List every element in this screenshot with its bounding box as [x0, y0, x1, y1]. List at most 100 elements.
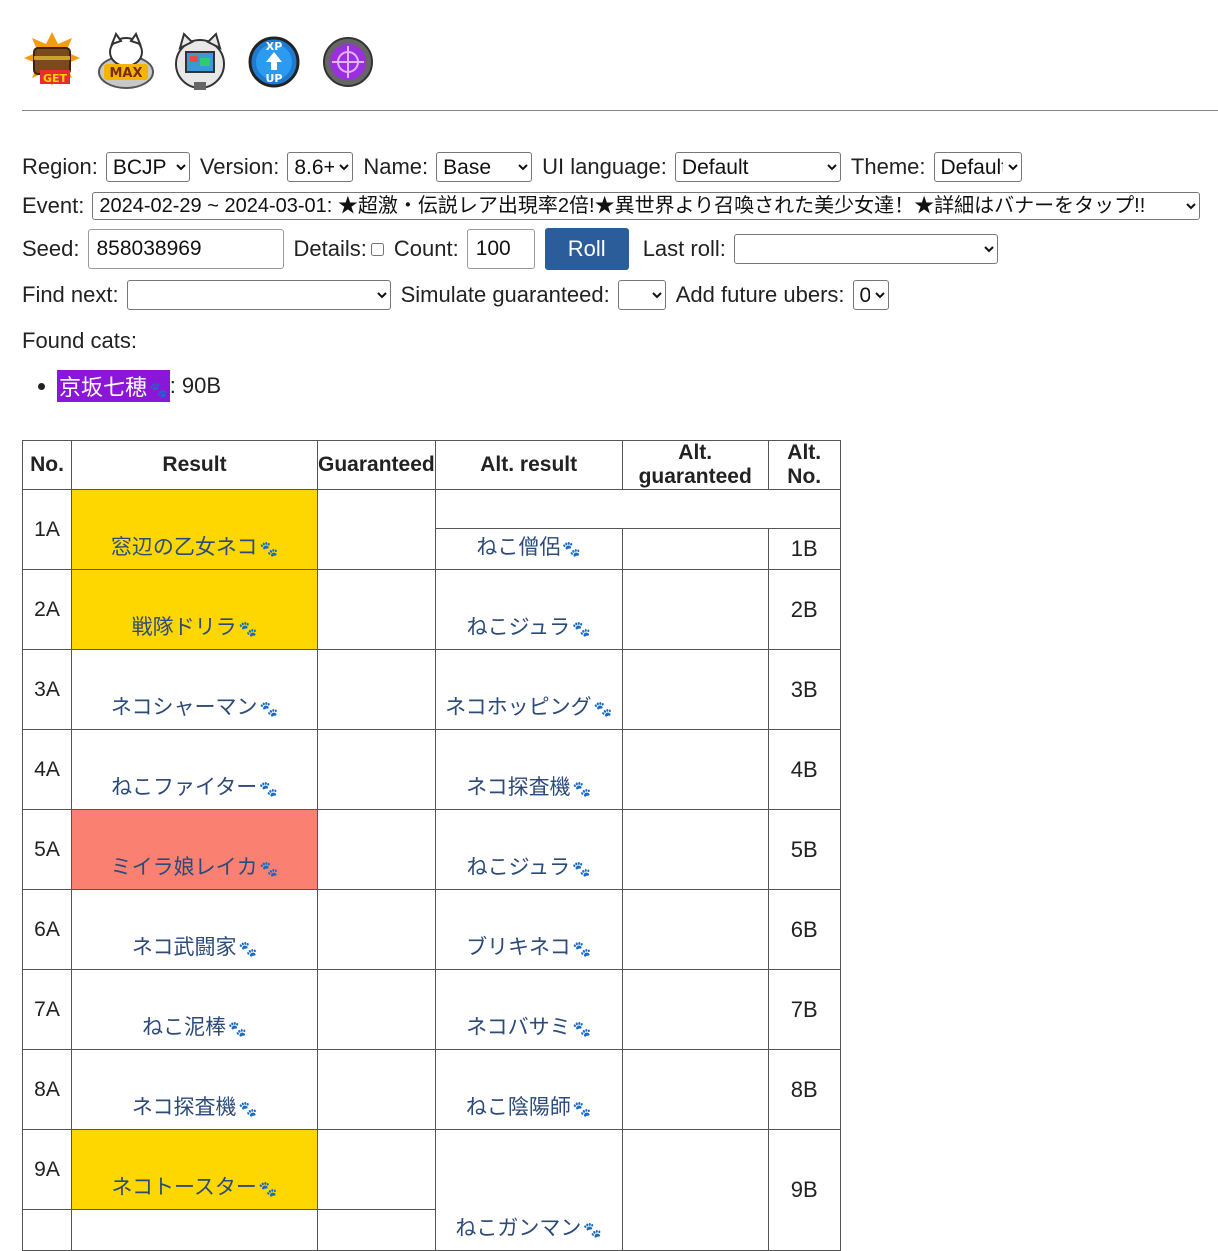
alt-guaranteed-cell	[621, 1049, 769, 1130]
guaranteed-cell	[317, 889, 436, 970]
count-input[interactable]	[466, 229, 535, 269]
roll-table: No. Result Guaranteed Alt. result Alt. g…	[22, 440, 841, 1251]
version-select[interactable]: 8.6+	[287, 152, 354, 182]
alt-guaranteed-cell	[621, 969, 769, 1050]
cat-name-link: ネコホッピング 🐾	[445, 696, 613, 719]
result-cell[interactable]: ねこ泥棒 🐾	[71, 969, 318, 1050]
paw-icon: 🐾	[258, 1181, 278, 1198]
guaranteed-cell	[317, 969, 436, 1050]
result-cell[interactable]: ネコ探査機 🐾	[71, 1049, 318, 1130]
row-number: 2A	[22, 569, 72, 650]
alt-result-cell[interactable]: ネコホッピング 🐾	[434, 649, 623, 730]
future-ubers-label: Add future ubers:	[675, 282, 845, 307]
theme-select[interactable]: Default	[933, 152, 1022, 182]
cat-name-link: ねこファイター 🐾	[111, 776, 278, 799]
find-row: Find next: Simulate guaranteed: Add futu…	[22, 280, 899, 310]
treasure-get-icon[interactable]: GET	[22, 30, 82, 94]
guaranteed-cell	[317, 1049, 436, 1130]
alt-guaranteed-cell	[621, 528, 769, 570]
cat-name-link: ネコバサミ 🐾	[466, 1016, 592, 1039]
result-cell[interactable]: 窓辺の乙女ネコ 🐾	[71, 489, 318, 570]
result-cell[interactable]	[71, 1209, 318, 1251]
result-cell[interactable]: ミイラ娘レイカ 🐾	[71, 809, 318, 890]
table-row: ブリキネコ 🐾 6B	[23, 889, 841, 970]
svg-text:MAX: MAX	[109, 66, 142, 81]
max-cat-icon[interactable]: MAX	[96, 30, 156, 94]
alt-row-number: 6B	[767, 889, 841, 970]
result-cell[interactable]: ネコトースター 🐾	[71, 1129, 318, 1210]
svg-text:GET: GET	[43, 72, 68, 85]
seed-row: Seed: Details: Count: Roll Last roll:	[22, 228, 1008, 270]
alt-result-cell[interactable]: ねこ陰陽師 🐾	[434, 1049, 623, 1130]
svg-text:XP: XP	[266, 40, 283, 53]
paw-icon: 🐾	[228, 1021, 247, 1038]
header-icon-bar: GET MAX XP UP	[22, 30, 378, 94]
header-no: No.	[22, 440, 72, 490]
alt-result-cell[interactable]: ネコ探査機 🐾	[434, 729, 623, 810]
find-next-label: Find next:	[22, 282, 119, 307]
event-select[interactable]: 2024-02-29 ~ 2024-03-01: ★超激・伝説レア出現率2倍!★…	[92, 192, 1201, 220]
xp-up-icon[interactable]: XP UP	[244, 30, 304, 94]
purple-orb-icon[interactable]	[318, 30, 378, 94]
paw-icon: 🐾	[259, 861, 279, 878]
alt-result-cell[interactable]: ねこジュラ 🐾	[434, 569, 623, 650]
result-cell[interactable]: ネコ武闘家 🐾	[71, 889, 318, 970]
last-roll-select[interactable]	[733, 234, 998, 264]
result-cell[interactable]: ねこファイター 🐾	[71, 729, 318, 810]
details-checkbox[interactable]	[370, 242, 384, 256]
region-label: Region:	[22, 154, 98, 179]
paw-icon: 🐾	[562, 541, 582, 558]
seed-label: Seed:	[22, 236, 80, 261]
alt-result-cell[interactable]: ねこ僧侶 🐾	[434, 528, 623, 570]
event-label: Event:	[22, 193, 85, 218]
settings-row: Region: BCJP Version: 8.6+ Name: Base UI…	[22, 152, 1032, 182]
alt-guaranteed-cell	[621, 889, 769, 970]
result-cell[interactable]: 戦隊ドリラ 🐾	[71, 569, 318, 650]
cat-name-link: 窓辺の乙女ネコ 🐾	[110, 536, 279, 559]
theme-label: Theme:	[850, 154, 926, 179]
found-cats-title: Found cats:	[22, 328, 137, 353]
roll-button[interactable]: Roll	[544, 228, 629, 270]
seed-input[interactable]	[87, 229, 284, 269]
paw-icon: 🐾	[572, 941, 592, 958]
paw-icon: 🐾	[593, 701, 613, 718]
guaranteed-cell	[317, 489, 436, 570]
region-select[interactable]: BCJP	[105, 152, 190, 182]
alt-result-cell[interactable]: ネコバサミ 🐾	[434, 969, 623, 1050]
alt-row-number: 5B	[767, 809, 841, 890]
alt-guaranteed-cell	[621, 1129, 769, 1251]
header-alt-result: Alt. result	[434, 440, 623, 490]
result-cell[interactable]: ネコシャーマン 🐾	[71, 649, 318, 730]
table-header-row: No. Result Guaranteed Alt. result Alt. g…	[22, 440, 841, 490]
alt-row-number: 8B	[767, 1049, 841, 1130]
alt-row-number: 2B	[767, 569, 841, 650]
cat-name-link: ねこジュラ 🐾	[466, 616, 591, 639]
name-select[interactable]: Base	[436, 152, 533, 182]
guaranteed-cell	[317, 649, 436, 730]
monitor-cat-icon[interactable]	[170, 30, 230, 94]
table-row: ねこジュラ 🐾 2B	[23, 569, 841, 650]
header-alt-guaranteed: Alt. guaranteed	[621, 440, 769, 490]
name-label: Name:	[363, 154, 429, 179]
paw-icon: 🐾	[583, 1222, 603, 1239]
found-cat-link[interactable]: 京坂七穂 🐾	[57, 370, 170, 402]
event-row: Event: 2024-02-29 ~ 2024-03-01: ★超激・伝説レア…	[22, 192, 1210, 220]
guaranteed-cell	[317, 729, 436, 810]
alt-guaranteed-cell	[621, 809, 769, 890]
cat-name-link: ブリキネコ 🐾	[466, 936, 592, 959]
cat-name-link: ねこ僧侶 🐾	[476, 536, 582, 559]
simulate-guaranteed-select[interactable]	[617, 280, 666, 310]
paw-icon: 🐾	[259, 781, 278, 798]
paw-icon: 🐾	[572, 781, 592, 798]
alt-result-cell[interactable]: ねこガンマン 🐾	[434, 1129, 623, 1251]
paw-icon: 🐾	[572, 861, 591, 878]
alt-guaranteed-cell	[621, 729, 769, 810]
alt-result-cell[interactable]: ブリキネコ 🐾	[434, 889, 623, 970]
alt-result-cell[interactable]: ねこジュラ 🐾	[434, 809, 623, 890]
paw-icon: 🐾	[149, 382, 168, 399]
cat-name-link: ネコ武闘家 🐾	[131, 936, 258, 959]
future-ubers-select[interactable]: 0	[852, 280, 889, 310]
ui-language-select[interactable]: Default	[674, 152, 841, 182]
alt-guaranteed-cell	[621, 569, 769, 650]
find-next-select[interactable]	[126, 280, 391, 310]
